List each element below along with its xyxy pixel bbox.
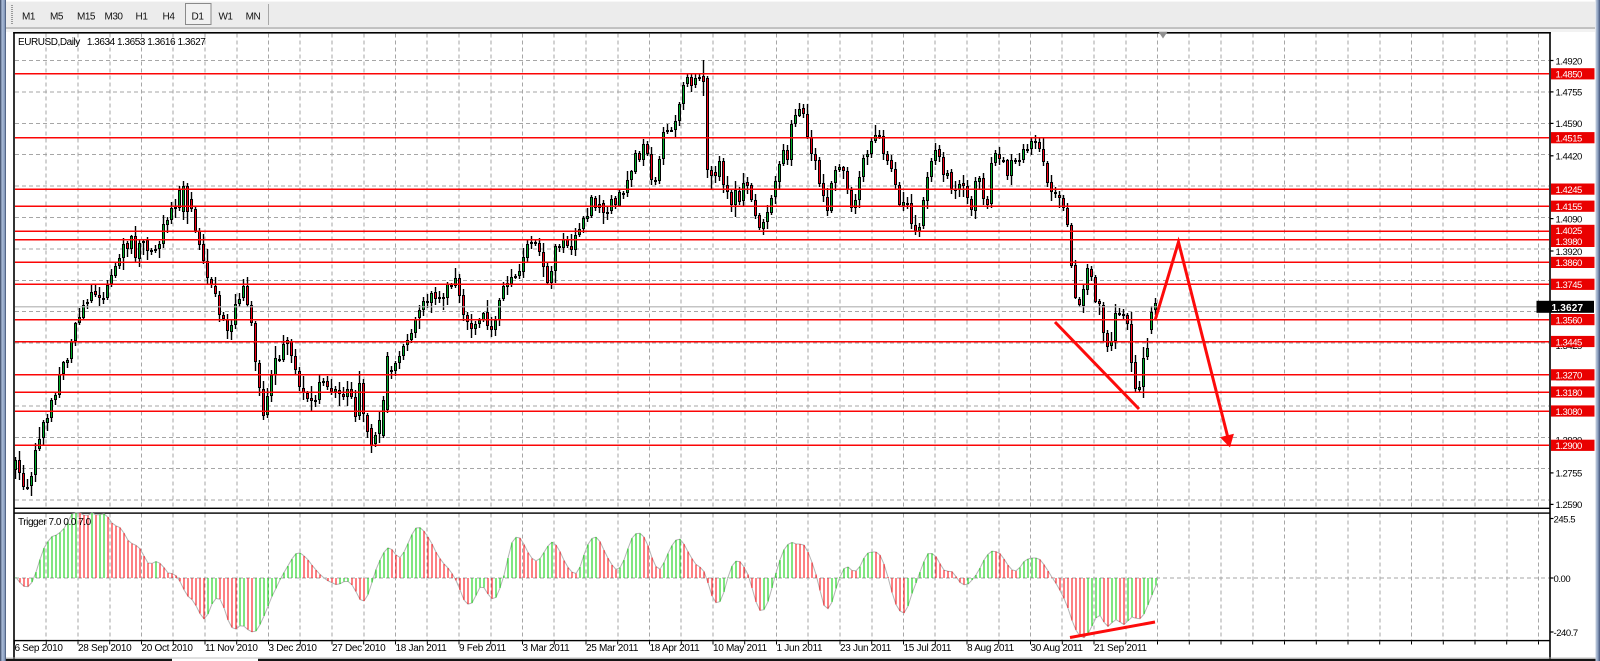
svg-text:1.2900: 1.2900 (1556, 441, 1583, 452)
svg-text:1.4025: 1.4025 (1556, 226, 1583, 237)
svg-text:23 Jun 2011: 23 Jun 2011 (840, 643, 892, 654)
svg-text:D1: D1 (192, 12, 205, 23)
svg-text:28 Sep 2010: 28 Sep 2010 (78, 643, 132, 654)
svg-text:1.2755: 1.2755 (1556, 469, 1583, 480)
svg-text:1.3980: 1.3980 (1556, 237, 1583, 248)
svg-text:H4: H4 (163, 12, 176, 23)
svg-text:18 Jan 2011: 18 Jan 2011 (396, 643, 448, 654)
svg-text:18 Apr 2011: 18 Apr 2011 (650, 643, 701, 654)
svg-text:1.4515: 1.4515 (1556, 134, 1583, 145)
svg-text:MN: MN (246, 12, 261, 23)
svg-text:3 Mar 2011: 3 Mar 2011 (523, 643, 571, 654)
svg-text:27 Dec 2010: 27 Dec 2010 (332, 643, 386, 654)
svg-text:1.3627: 1.3627 (1552, 303, 1584, 314)
svg-text:1.2590: 1.2590 (1556, 500, 1583, 511)
svg-text:1.3560: 1.3560 (1556, 315, 1583, 326)
svg-text:15 Jul 2011: 15 Jul 2011 (904, 643, 952, 654)
svg-text:11 Nov 2010: 11 Nov 2010 (205, 643, 258, 654)
svg-text:1.3920: 1.3920 (1556, 247, 1583, 258)
svg-text:-240.7: -240.7 (1554, 628, 1578, 639)
svg-text:6 Sep 2010: 6 Sep 2010 (15, 643, 64, 654)
svg-text:Trigger 7.0 0.0 7.0: Trigger 7.0 0.0 7.0 (18, 517, 92, 528)
svg-text:EURUSD,Daily 1.3634 1.3653 1: EURUSD,Daily 1.3634 1.3653 1.3616 1.3627 (18, 37, 206, 48)
svg-text:1.3445: 1.3445 (1556, 337, 1583, 348)
svg-text:1.3745: 1.3745 (1556, 280, 1583, 291)
svg-text:9 Feb 2011: 9 Feb 2011 (459, 643, 507, 654)
svg-text:1.3080: 1.3080 (1556, 407, 1583, 418)
svg-text:1.3860: 1.3860 (1556, 258, 1583, 269)
svg-text:8 Aug 2011: 8 Aug 2011 (967, 643, 1015, 654)
svg-text:1.4090: 1.4090 (1556, 214, 1583, 225)
svg-text:M15: M15 (77, 12, 96, 23)
svg-text:1.4420: 1.4420 (1556, 152, 1583, 163)
svg-text:1 Jun 2011: 1 Jun 2011 (777, 643, 823, 654)
svg-text:1.3180: 1.3180 (1556, 388, 1583, 399)
svg-text:3 Dec 2010: 3 Dec 2010 (269, 643, 318, 654)
svg-text:1.4920: 1.4920 (1556, 56, 1583, 67)
svg-text:20 Oct 2010: 20 Oct 2010 (142, 643, 194, 654)
svg-text:1.4590: 1.4590 (1556, 119, 1583, 130)
svg-text:10 May 2011: 10 May 2011 (713, 643, 768, 654)
svg-text:1.4850: 1.4850 (1556, 70, 1583, 81)
svg-text:M5: M5 (50, 12, 64, 23)
svg-text:30 Aug 2011: 30 Aug 2011 (1031, 643, 1084, 654)
svg-text:25 Mar 2011: 25 Mar 2011 (586, 643, 639, 654)
svg-text:M30: M30 (104, 12, 123, 23)
svg-text:0.00: 0.00 (1554, 574, 1571, 585)
svg-text:W1: W1 (218, 12, 233, 23)
svg-text:H1: H1 (136, 12, 149, 23)
svg-text:1.4245: 1.4245 (1556, 185, 1583, 196)
svg-text:1.4155: 1.4155 (1556, 202, 1583, 213)
svg-text:1.3270: 1.3270 (1556, 371, 1583, 382)
svg-text:245.5: 245.5 (1554, 514, 1576, 525)
svg-text:21 Sep 2011: 21 Sep 2011 (1094, 643, 1147, 654)
svg-text:M1: M1 (22, 12, 36, 23)
svg-text:1.4755: 1.4755 (1556, 88, 1583, 99)
